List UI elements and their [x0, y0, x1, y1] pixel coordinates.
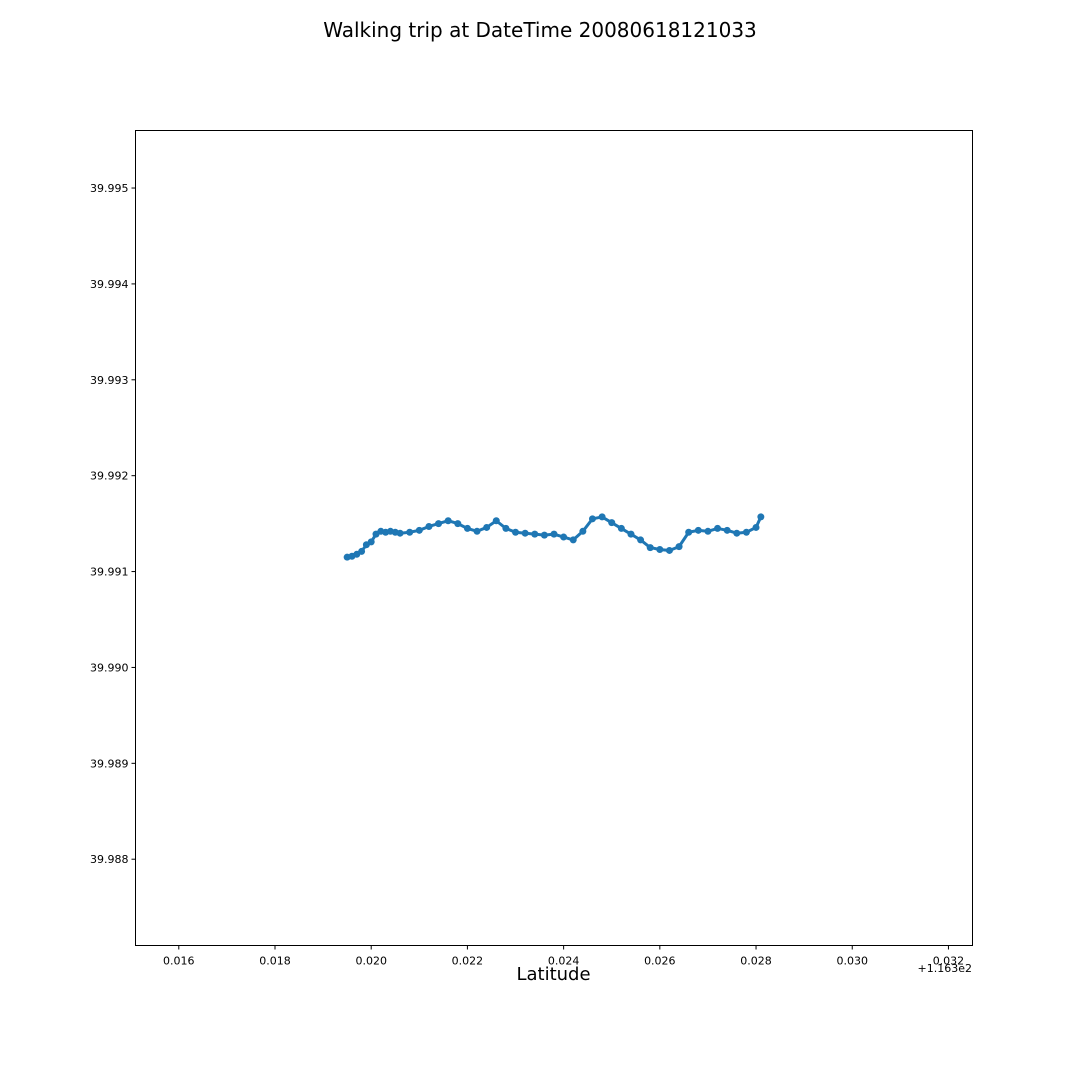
data-point — [531, 530, 539, 538]
data-point — [512, 528, 520, 536]
data-point — [742, 528, 750, 536]
x-axis-label: Latitude — [516, 964, 590, 985]
data-point — [646, 544, 654, 552]
data-point — [521, 529, 529, 537]
y-tick-label: 39.988 — [90, 853, 129, 866]
data-point — [637, 536, 645, 544]
data-point — [473, 527, 481, 535]
chart-title: Walking trip at DateTime 20080618121033 — [323, 18, 757, 42]
data-point — [492, 517, 500, 525]
data-point — [608, 519, 616, 527]
y-tick-label: 39.994 — [90, 278, 129, 291]
data-point — [560, 533, 568, 541]
data-point — [550, 530, 558, 538]
x-tick-label: 0.016 — [163, 955, 195, 968]
plot-area — [135, 130, 973, 946]
x-axis: 0.016 0.018 0.020 0.022 0.024 0.026 0.028 0.030… — [163, 945, 965, 968]
data-point — [569, 536, 577, 544]
data-point — [694, 526, 702, 534]
x-tick-label: 0.030 — [836, 955, 868, 968]
x-tick-label: 0.026 — [644, 955, 676, 968]
data-point — [502, 524, 510, 532]
data-point — [358, 547, 366, 555]
y-tick-label: 39.992 — [90, 470, 129, 483]
data-point — [435, 520, 443, 528]
data-point — [396, 529, 404, 537]
y-tick-label: 39.995 — [90, 182, 129, 195]
data-point — [757, 513, 765, 521]
x-tick-label: 0.032 — [933, 955, 965, 968]
x-tick-label: 0.028 — [740, 955, 772, 968]
data-point — [425, 522, 433, 530]
data-point — [483, 523, 491, 531]
y-tick-label: 39.993 — [90, 374, 129, 387]
data-point — [415, 526, 423, 534]
data-point — [463, 524, 471, 532]
data-point — [627, 530, 635, 538]
y-axis: 39.988 39.989 39.990 39.991 39.992 39.993 39.9… — [90, 182, 136, 866]
x-tick-label: 0.018 — [259, 955, 291, 968]
y-tick-label: 39.991 — [90, 566, 129, 579]
data-point — [675, 543, 683, 551]
data-point — [598, 513, 606, 521]
data-point — [588, 515, 596, 523]
data-point — [579, 527, 587, 535]
data-point — [454, 520, 462, 528]
data-point — [540, 531, 548, 539]
x-tick-label: 0.022 — [452, 955, 484, 968]
x-tick-label: 0.024 — [548, 955, 580, 968]
data-point — [367, 538, 375, 546]
data-point — [656, 546, 664, 554]
data-point — [665, 546, 673, 554]
data-point — [752, 523, 760, 531]
data-point — [723, 526, 731, 534]
y-tick-label: 39.990 — [90, 661, 129, 674]
x-axis-offset-label: +1.163e2 — [918, 962, 972, 975]
data-point — [685, 528, 693, 536]
series-walking-trip — [343, 513, 765, 561]
data-point — [444, 517, 452, 525]
y-tick-label: 39.989 — [90, 757, 129, 770]
data-point — [406, 528, 414, 536]
data-point — [714, 524, 722, 532]
data-point — [733, 529, 741, 537]
data-point — [704, 527, 712, 535]
data-point — [617, 524, 625, 532]
x-tick-label: 0.020 — [355, 955, 387, 968]
